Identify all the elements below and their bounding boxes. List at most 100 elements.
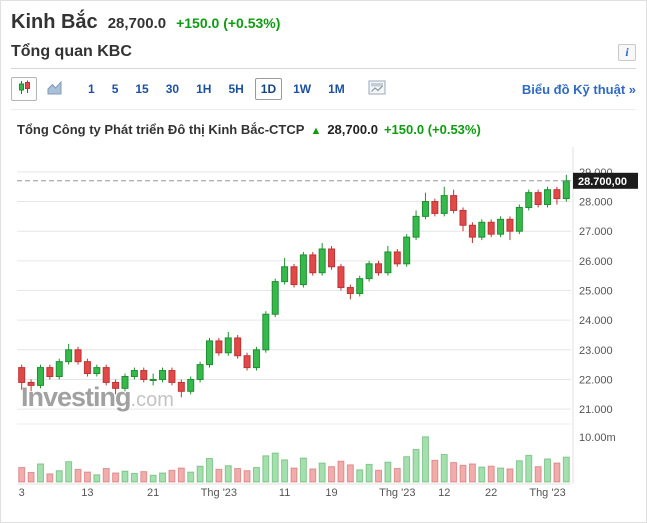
price-tick-label: 24.000 — [579, 315, 613, 327]
volume-bar — [478, 466, 486, 483]
volume-bar — [46, 473, 54, 483]
x-axis-label: 12 — [438, 487, 450, 499]
candle-body — [553, 189, 561, 200]
chart-change-percent: (+0.53%) — [427, 122, 481, 137]
timeframe-1w[interactable]: 1W — [287, 78, 317, 100]
candle-body — [18, 367, 26, 383]
section-bar: Tổng quan KBC i — [11, 40, 636, 69]
volume-bar — [205, 457, 213, 483]
volume-bar — [112, 472, 120, 483]
info-icon[interactable]: i — [618, 43, 636, 61]
candle-body — [74, 349, 82, 363]
candlestick-chart[interactable]: 29.00028.00027.00026.00025.00024.00023.0… — [11, 114, 638, 508]
volume-bar — [27, 472, 35, 483]
volume-bar — [393, 467, 401, 483]
candle-body — [375, 263, 383, 274]
timeframe-1m[interactable]: 1M — [322, 78, 351, 100]
volume-bar — [375, 469, 383, 483]
volume-bar — [149, 474, 157, 483]
chart-change: +150.0 (+0.53%) — [384, 122, 481, 137]
volume-bar — [412, 448, 420, 483]
volume-bar — [243, 470, 251, 483]
volume-bar — [83, 471, 91, 483]
candle-body — [544, 189, 552, 206]
current-price-label: 28.700,00 — [578, 176, 627, 188]
candle-body — [177, 381, 185, 392]
candle-body — [46, 367, 54, 377]
price-tick-label: 21.000 — [579, 404, 613, 416]
candle-body — [271, 281, 279, 315]
quote-change-percent: (+0.53%) — [223, 15, 281, 31]
timeframe-buttons: 1 5 15 30 1H 5H 1D 1W 1M — [82, 78, 351, 100]
volume-bar — [140, 471, 148, 483]
volume-bar — [337, 460, 345, 483]
volume-tick-label: 10.00m — [579, 432, 616, 444]
volume-bar — [271, 452, 279, 483]
volume-bar — [36, 463, 44, 483]
timeframe-1d[interactable]: 1D — [254, 78, 283, 100]
volume-bar — [299, 457, 307, 483]
volume-bar — [562, 456, 570, 483]
volume-bar — [102, 467, 110, 483]
volume-bar — [356, 469, 364, 483]
candle-body — [83, 361, 91, 375]
volume-bar — [215, 468, 223, 483]
price-tick-label: 27.000 — [579, 226, 613, 238]
chart-change-value: +150.0 — [383, 122, 425, 137]
candle-body — [93, 367, 101, 375]
volume-bar — [431, 459, 439, 483]
chart-instrument-title: Tổng Công ty Phát triển Đô thị Kinh Bắc-… — [17, 122, 481, 137]
candle-body — [36, 367, 44, 386]
volume-bar — [525, 454, 533, 483]
candle-body — [65, 349, 73, 363]
candle-body — [252, 349, 260, 369]
volume-bar — [262, 455, 270, 483]
volume-bar — [187, 471, 195, 483]
candle-body — [290, 266, 298, 286]
x-axis-label: 3 — [19, 487, 25, 499]
volume-bar — [544, 458, 552, 483]
quote-change-value: +150.0 — [176, 15, 220, 31]
candle-body — [384, 251, 392, 274]
candle-body — [459, 209, 467, 226]
timeframe-1h[interactable]: 1H — [190, 78, 217, 100]
chart-price: 28,700.0 — [327, 122, 378, 137]
timeframe-5[interactable]: 5 — [106, 78, 125, 100]
indicators-panel-button[interactable] — [368, 80, 386, 98]
volume-bar — [74, 468, 82, 483]
candle-body — [497, 218, 505, 235]
volume-bar — [450, 462, 458, 483]
volume-bar — [515, 460, 523, 483]
volume-bar — [196, 465, 204, 483]
price-tick-label: 28.000 — [579, 197, 613, 209]
indicators-panel-icon — [368, 80, 386, 98]
timeframe-5h[interactable]: 5H — [222, 78, 249, 100]
timeframe-15[interactable]: 15 — [129, 78, 154, 100]
volume-bar — [346, 464, 354, 483]
price-tick-label: 22.000 — [579, 374, 613, 386]
timeframe-30[interactable]: 30 — [160, 78, 185, 100]
candle-body — [468, 224, 476, 238]
candle-body — [130, 370, 138, 377]
candle-body — [187, 378, 195, 392]
area-chart-button[interactable] — [41, 77, 67, 101]
timeframe-1[interactable]: 1 — [82, 78, 101, 100]
instrument-name: Kinh Bắc — [11, 11, 98, 33]
candle-body — [102, 367, 110, 383]
candlestick-chart-button[interactable] — [11, 77, 37, 101]
volume-bar — [55, 470, 63, 483]
volume-bar — [328, 466, 336, 483]
volume-bar — [309, 468, 317, 483]
candle-body — [299, 254, 307, 286]
quote-price: 28,700.0 — [107, 15, 167, 32]
x-axis-label: 22 — [485, 487, 497, 499]
candle-body — [328, 248, 336, 268]
chart-area[interactable]: Tổng Công ty Phát triển Đô thị Kinh Bắc-… — [11, 114, 638, 514]
candle-body — [281, 266, 289, 283]
volume-bar — [290, 467, 298, 483]
price-tick-label: 23.000 — [579, 345, 613, 357]
candle-body — [168, 370, 176, 383]
volume-bar — [121, 470, 129, 483]
quote-change: +150.0 (+0.53%) — [176, 15, 280, 31]
technical-chart-link[interactable]: Biểu đồ Kỹ thuật » — [521, 81, 636, 97]
